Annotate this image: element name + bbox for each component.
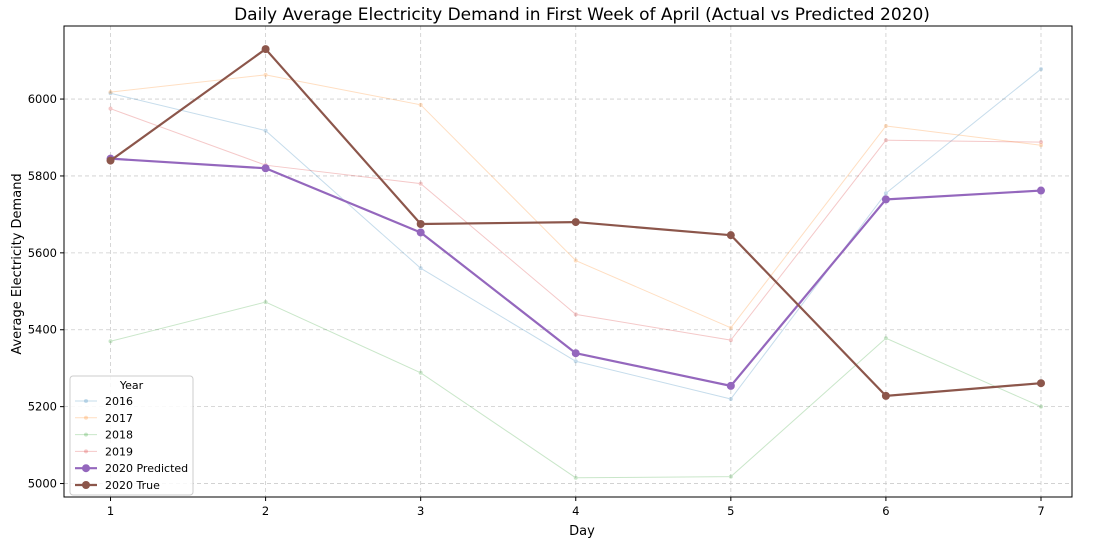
data-point-2020-predicted — [416, 228, 425, 237]
legend-label: 2020 Predicted — [105, 462, 188, 475]
grid — [64, 26, 1072, 497]
legend-marker — [84, 415, 88, 420]
x-tick-label: 1 — [107, 504, 114, 518]
data-point-2020-predicted — [1036, 186, 1045, 195]
data-point-2018 — [263, 300, 268, 305]
x-axis-label: Day — [569, 524, 595, 539]
legend-marker — [84, 449, 88, 454]
data-point-2016 — [573, 359, 578, 364]
legend-label: 2018 — [105, 429, 133, 442]
data-point-2018 — [108, 339, 113, 344]
data-point-2020-predicted — [261, 164, 270, 173]
data-point-2016 — [1038, 67, 1043, 72]
legend-entry-2020-predicted: 2020 Predicted — [75, 462, 188, 475]
chart-title: Daily Average Electricity Demand in Firs… — [234, 5, 930, 25]
legend-entry-2020-true: 2020 True — [75, 479, 160, 492]
legend-label: 2016 — [105, 395, 133, 408]
y-axis-label: Average Electricity Demand — [10, 173, 25, 354]
legend-entry-2017: 2017 — [75, 412, 133, 425]
series-2017 — [108, 72, 1043, 330]
legend-marker — [82, 464, 90, 473]
legend-entry-2019: 2019 — [75, 445, 133, 458]
y-tick-label: 5000 — [28, 477, 57, 491]
data-point-2020-true — [726, 231, 735, 240]
data-point-2020-predicted — [726, 381, 735, 390]
legend-marker — [82, 481, 90, 489]
data-point-2018 — [1038, 404, 1043, 409]
x-tick-label: 5 — [727, 504, 734, 518]
x-tick-label: 4 — [572, 504, 579, 518]
legend-marker — [84, 432, 88, 437]
y-tick-label: 5200 — [28, 400, 57, 414]
data-point-2016 — [418, 266, 423, 271]
data-point-2017 — [728, 325, 733, 330]
x-tick-label: 3 — [417, 504, 424, 518]
data-point-2020-true — [881, 391, 890, 400]
series-line-2017 — [110, 74, 1042, 329]
data-point-2019 — [1038, 140, 1043, 145]
y-tick-label: 5400 — [28, 323, 57, 337]
data-point-2016 — [108, 91, 113, 96]
data-point-2017 — [883, 123, 888, 128]
data-point-2020-true — [571, 218, 580, 227]
legend-marker — [84, 399, 88, 403]
x-tick-label: 7 — [1037, 504, 1044, 518]
data-point-2017 — [108, 90, 113, 95]
series-line-2018 — [110, 301, 1042, 479]
data-point-2016 — [883, 191, 888, 196]
data-point-2016 — [263, 128, 268, 133]
data-point-2017 — [1038, 143, 1043, 148]
x-tick-label: 2 — [262, 504, 269, 518]
data-point-2018 — [883, 336, 888, 341]
data-point-2018 — [728, 474, 733, 479]
series-2018 — [108, 300, 1043, 480]
data-point-2019 — [108, 106, 113, 111]
data-point-2019 — [418, 181, 423, 186]
legend: Year 2016 2017 2018 2019 2020 Predicted 2020 T… — [69, 375, 194, 496]
legend-label: 2017 — [105, 412, 133, 425]
data-point-2020-true — [416, 220, 425, 229]
plot-area — [63, 25, 1073, 498]
data-point-2016 — [728, 396, 733, 401]
legend-label: 2019 — [105, 445, 133, 458]
y-tick-label: 5600 — [28, 246, 57, 260]
y-tick-label: 6000 — [28, 92, 57, 106]
data-point-2020-true — [1036, 379, 1045, 388]
legend-entry-2016: 2016 — [75, 395, 133, 408]
legend-entry-2018: 2018 — [75, 429, 133, 442]
y-axis: 5000 5200 5400 5600 5800 6000 — [28, 92, 64, 491]
data-point-2019 — [573, 312, 578, 317]
data-point-2018 — [573, 475, 578, 480]
data-point-2020-true — [261, 45, 270, 54]
data-point-2020-predicted — [881, 195, 890, 204]
data-point-2017 — [573, 258, 578, 263]
data-point-2019 — [728, 338, 733, 343]
x-tick-label: 6 — [882, 504, 889, 518]
data-point-2018 — [418, 370, 423, 375]
data-point-2019 — [883, 138, 888, 143]
data-point-2020-predicted — [571, 349, 580, 358]
series-2020-true — [106, 45, 1045, 400]
series-line-2016 — [110, 68, 1042, 400]
series-layer — [106, 45, 1045, 480]
data-point-2020-true — [106, 156, 115, 165]
data-point-2017 — [418, 102, 423, 107]
legend-box — [69, 375, 194, 496]
data-point-2017 — [263, 72, 268, 77]
y-tick-label: 5800 — [28, 169, 57, 183]
series-2016 — [108, 67, 1043, 401]
legend-title: Year — [119, 379, 144, 392]
x-axis: 1 2 3 4 5 6 7 — [107, 497, 1045, 518]
legend-label: 2020 True — [105, 479, 160, 492]
